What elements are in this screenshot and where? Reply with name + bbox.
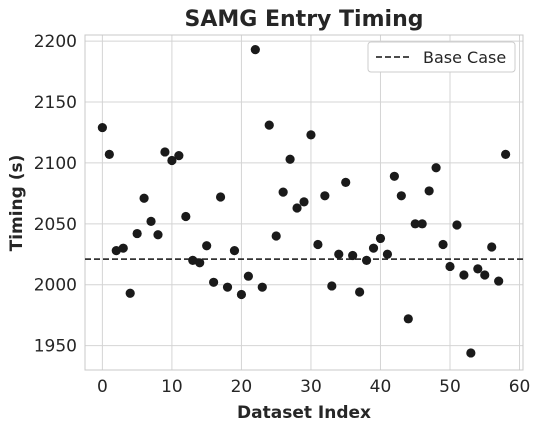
data-point xyxy=(209,277,219,287)
y-tick-label: 1950 xyxy=(34,337,77,357)
data-point xyxy=(501,149,511,159)
data-point xyxy=(355,287,365,297)
data-point xyxy=(431,163,441,173)
data-point xyxy=(167,155,177,166)
x-tick-label: 0 xyxy=(97,377,108,397)
data-point xyxy=(278,187,288,197)
y-tick-label: 2050 xyxy=(34,215,77,235)
data-point xyxy=(320,191,330,201)
y-tick-labels: 1950 2000 2050 2100 2150 2200 xyxy=(34,32,77,357)
data-point xyxy=(132,228,142,239)
data-point xyxy=(257,282,267,292)
y-axis-label: Timing (s) xyxy=(7,155,27,252)
chart-title: SAMG Entry Timing xyxy=(185,7,424,32)
data-point xyxy=(202,241,212,251)
x-axis-label: Dataset Index xyxy=(237,403,371,423)
data-point xyxy=(118,243,128,253)
data-point xyxy=(250,45,260,55)
data-point xyxy=(410,219,420,229)
data-point xyxy=(466,348,476,358)
data-point xyxy=(299,197,309,207)
x-tick-label: 10 xyxy=(161,377,183,397)
data-point xyxy=(368,243,379,253)
data-point xyxy=(389,171,399,181)
data-point xyxy=(195,258,205,268)
data-point xyxy=(396,191,406,201)
data-point xyxy=(452,220,462,230)
data-point xyxy=(306,130,316,140)
y-tick-label: 2100 xyxy=(34,154,77,174)
data-point xyxy=(153,230,163,240)
legend-label: Base Case xyxy=(423,48,506,67)
x-tick-label: 30 xyxy=(300,377,322,397)
legend: Base Case xyxy=(367,41,516,73)
data-point xyxy=(97,122,107,133)
data-point xyxy=(417,219,427,229)
data-point xyxy=(361,255,372,265)
data-point xyxy=(285,154,295,164)
data-point xyxy=(104,149,114,159)
data-point xyxy=(174,151,184,161)
data-point xyxy=(438,239,448,250)
data-point xyxy=(487,242,497,252)
y-tick-label: 2150 xyxy=(34,93,77,113)
data-point xyxy=(111,246,121,256)
data-point xyxy=(229,246,240,256)
x-tick-label: 40 xyxy=(370,377,392,397)
data-point xyxy=(181,211,191,222)
data-point xyxy=(139,193,149,203)
data-point xyxy=(473,264,483,274)
data-point xyxy=(375,233,386,244)
data-point xyxy=(271,231,281,241)
data-point xyxy=(348,250,358,261)
data-point xyxy=(445,261,455,272)
legend-box xyxy=(367,41,516,73)
data-point xyxy=(313,239,323,250)
x-tick-label: 50 xyxy=(439,377,461,397)
plot-frame xyxy=(84,34,524,371)
data-point xyxy=(480,270,490,280)
data-point xyxy=(264,120,274,130)
data-point xyxy=(334,249,344,259)
data-point xyxy=(243,271,253,281)
data-point xyxy=(382,249,393,259)
data-point xyxy=(146,216,156,226)
data-point xyxy=(424,186,434,196)
data-point xyxy=(215,192,226,202)
x-tick-label: 20 xyxy=(231,377,253,397)
data-point xyxy=(459,270,469,280)
data-point xyxy=(494,276,504,286)
data-point xyxy=(160,147,170,157)
data-point xyxy=(236,289,247,300)
y-tick-label: 2200 xyxy=(34,32,77,52)
data-point xyxy=(292,203,302,213)
data-point xyxy=(341,177,351,187)
x-tick-labels: 0 10 20 30 40 50 60 xyxy=(97,377,530,397)
x-tick-label: 60 xyxy=(509,377,531,397)
data-point xyxy=(188,255,198,265)
data-point xyxy=(403,314,413,324)
data-point xyxy=(327,281,337,291)
data-point xyxy=(125,288,135,298)
data-points xyxy=(97,45,511,358)
data-point xyxy=(222,282,233,292)
grid-lines xyxy=(85,35,523,370)
y-tick-label: 2000 xyxy=(34,276,77,296)
